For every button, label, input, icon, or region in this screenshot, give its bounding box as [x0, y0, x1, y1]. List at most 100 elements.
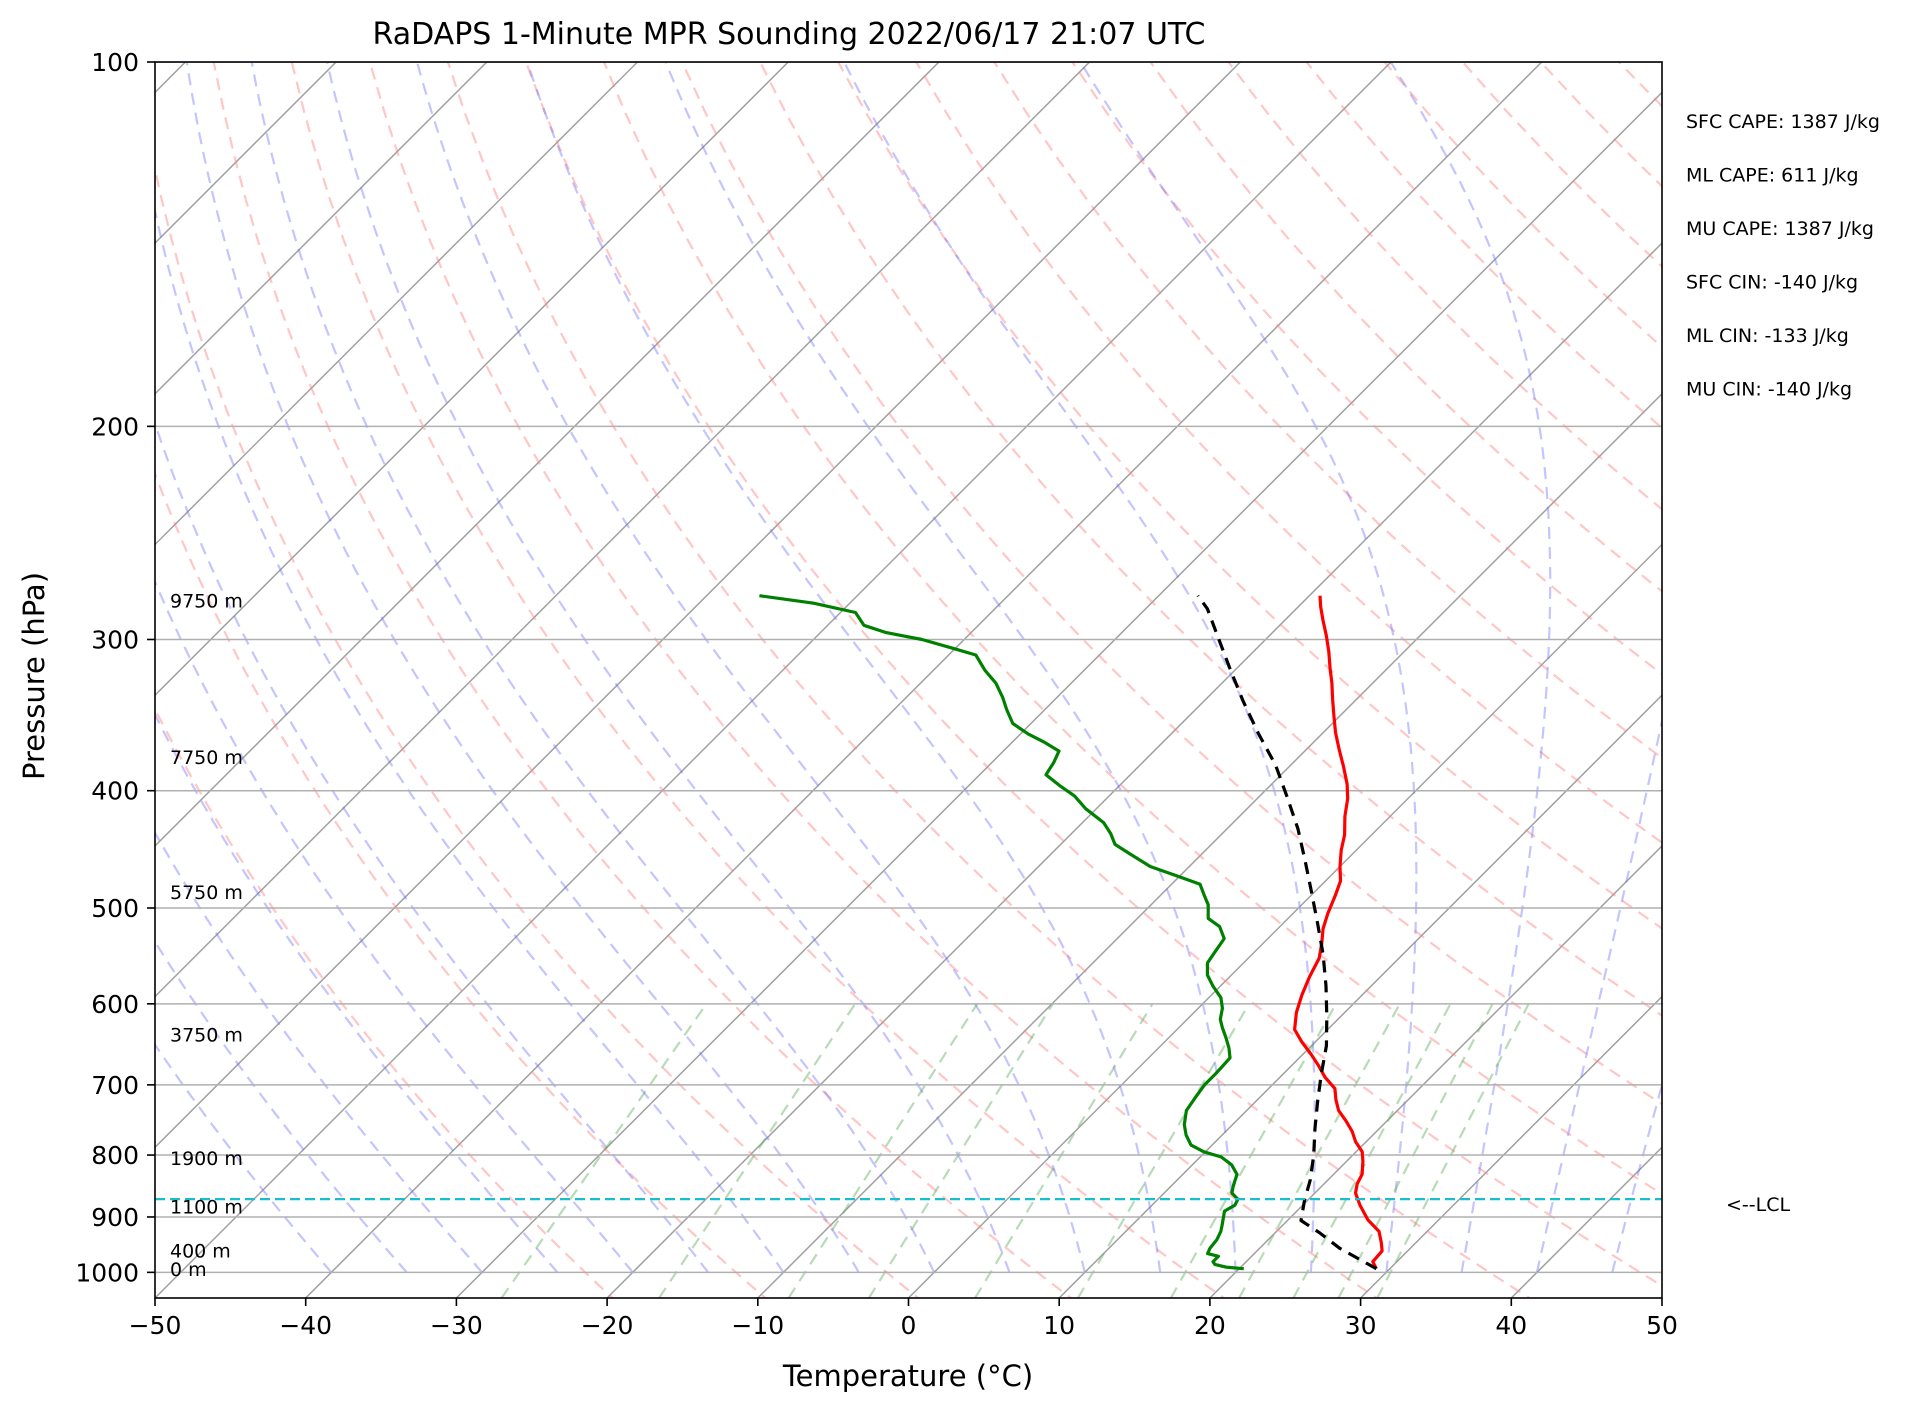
- stability-annotation: ML CAPE: 611 J/kg: [1686, 165, 1859, 187]
- isotherm: [155, 62, 940, 847]
- moist-adiabat: [250, 62, 936, 1273]
- mixing-ratio-line: [658, 1003, 857, 1298]
- isotherm: [756, 392, 1662, 1298]
- dry-adiabat: [1539, 62, 1662, 188]
- x-tick-label: 50: [1646, 1311, 1678, 1340]
- moist-adiabat: [155, 420, 709, 1274]
- dry-adiabat: [1071, 62, 1662, 676]
- dry-adiabat: [155, 164, 920, 1298]
- dry-adiabat: [212, 62, 1073, 1298]
- isotherm: [1208, 844, 1662, 1298]
- mixing-ratio-line: [1238, 1003, 1401, 1298]
- dry-adiabat: [1149, 62, 1662, 593]
- mixing-ratio-line: [867, 1003, 1054, 1298]
- height-label: 400 m: [170, 1240, 231, 1262]
- moist-adiabat: [1535, 715, 1662, 1273]
- isotherm: [1788, 7, 1925, 1323]
- height-label: 9750 m: [170, 590, 243, 612]
- chart-title: RaDAPS 1-Minute MPR Sounding 2022/06/17 …: [373, 17, 1206, 52]
- isotherm: [155, 62, 338, 245]
- pressure-gridlines: [155, 62, 1662, 1274]
- mixing-ratio-line: [1292, 1003, 1452, 1298]
- x-tick-label: 0: [901, 1311, 917, 1340]
- y-tick-label: 400: [91, 777, 139, 806]
- isotherm: [606, 242, 1662, 1298]
- x-tick-label: 30: [1345, 1311, 1377, 1340]
- isotherm: [907, 543, 1662, 1298]
- dry-adiabat: [915, 62, 1662, 844]
- stability-annotation: MU CIN: -140 J/kg: [1686, 379, 1852, 401]
- y-axis-title: Pressure (hPa): [17, 572, 51, 780]
- stability-annotation: MU CAPE: 1387 J/kg: [1686, 218, 1874, 240]
- x-tick-label: −20: [581, 1311, 634, 1340]
- x-tick-label: 40: [1495, 1311, 1527, 1340]
- isotherm: [304, 62, 1543, 1298]
- isotherm: [155, 62, 639, 546]
- moist-adiabat: [664, 62, 1237, 1273]
- isotherm: [1660, 1296, 1662, 1298]
- moist-adiabat: [325, 62, 1011, 1273]
- isotherm: [155, 62, 488, 395]
- y-tick-label: 900: [91, 1203, 139, 1232]
- dry-adiabat: [1461, 62, 1662, 268]
- y-tick-label: 700: [91, 1071, 139, 1100]
- dry-adiabat: [681, 62, 1662, 1106]
- moist-adiabat: [1688, 62, 1925, 1272]
- dry-adiabat: [1305, 62, 1662, 430]
- y-tick-label: 600: [91, 990, 139, 1019]
- x-tick-label: −10: [731, 1311, 784, 1340]
- isotherm: [1058, 694, 1662, 1298]
- x-tick-label: −40: [279, 1311, 332, 1340]
- height-label: 1100 m: [170, 1197, 243, 1219]
- dry-adiabat: [524, 62, 1662, 1288]
- isotherm: [155, 62, 1393, 1298]
- moist-adiabat: [155, 206, 785, 1274]
- x-axis-title: Temperature (°C): [782, 1359, 1033, 1393]
- isotherm: [1510, 1146, 1662, 1298]
- moist-adiabat: [155, 712, 559, 1274]
- moist-adiabat: [1611, 1080, 1662, 1273]
- isotherm: [155, 62, 1242, 1149]
- tick-layer: −50 −40 −30 −20 −10 0 10 20 30 40 50 100 200 300 400 50…: [75, 48, 1678, 1340]
- isotherm: [1359, 995, 1662, 1298]
- height-label: 1900 m: [170, 1148, 243, 1170]
- stability-annotation: SFC CIN: -140 J/kg: [1686, 272, 1858, 294]
- moist-adiabat: [155, 1042, 333, 1274]
- mixing-ratio-line: [1376, 1003, 1530, 1298]
- parcel-profile: [1196, 594, 1378, 1271]
- moist-adiabat: [415, 62, 1086, 1273]
- mixing-ratio-line: [1337, 1003, 1494, 1298]
- isotherm: [155, 62, 1091, 998]
- stability-annotation: SFC CAPE: 1387 J/kg: [1686, 111, 1880, 133]
- dry-adiabat: [155, 706, 615, 1298]
- mixing-ratio-line: [974, 1003, 1154, 1298]
- lcl-label: <--LCL: [1726, 1194, 1790, 1216]
- y-tick-label: 500: [91, 894, 139, 923]
- y-tick-label: 300: [91, 625, 139, 654]
- dewpoint-profile: [759, 594, 1244, 1271]
- x-tick-label: −30: [430, 1311, 483, 1340]
- mixing-ratio-line: [787, 1003, 979, 1298]
- isotherm: [455, 91, 1662, 1298]
- y-tick-label: 1000: [75, 1258, 139, 1287]
- dry-adiabat: [837, 62, 1662, 930]
- height-label: 0 m: [170, 1259, 207, 1281]
- stability-annotation: ML CIN: -133 J/kg: [1686, 325, 1849, 347]
- dry-adiabat: [1618, 62, 1662, 108]
- moist-adiabat: [1079, 62, 1418, 1273]
- x-tick-label: −50: [129, 1311, 182, 1340]
- moist-adiabat: [155, 579, 634, 1274]
- moist-adiabat: [526, 62, 1162, 1273]
- dry-adiabat: [1383, 62, 1662, 349]
- dry-adiabat: [993, 62, 1662, 760]
- height-label: 7750 m: [170, 747, 243, 769]
- x-tick-label: 20: [1194, 1311, 1226, 1340]
- dry-adiabat: [368, 62, 1379, 1298]
- y-tick-label: 800: [91, 1141, 139, 1170]
- mixing-ratio-line: [1077, 1003, 1250, 1298]
- temperature-profile: [1292, 595, 1384, 1270]
- series-layer: [155, 594, 1662, 1271]
- moist-adiabat: [843, 62, 1316, 1273]
